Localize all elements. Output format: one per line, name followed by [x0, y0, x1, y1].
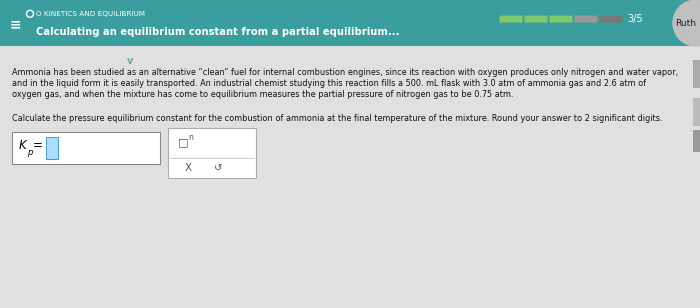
- FancyBboxPatch shape: [500, 16, 522, 22]
- Text: 3/5: 3/5: [627, 14, 643, 24]
- FancyBboxPatch shape: [575, 16, 598, 22]
- FancyBboxPatch shape: [524, 16, 547, 22]
- FancyBboxPatch shape: [46, 137, 58, 159]
- Text: p: p: [27, 148, 32, 157]
- Text: X: X: [184, 163, 192, 173]
- Text: ↺: ↺: [214, 163, 223, 173]
- Text: Calculating an equilibrium constant from a partial equilibrium...: Calculating an equilibrium constant from…: [36, 27, 400, 37]
- Text: n: n: [188, 132, 193, 141]
- Text: =: =: [33, 139, 43, 152]
- FancyBboxPatch shape: [0, 46, 700, 308]
- Text: ≡: ≡: [10, 17, 22, 31]
- Text: O KINETICS AND EQUILIBRIUM: O KINETICS AND EQUILIBRIUM: [36, 11, 145, 17]
- FancyBboxPatch shape: [12, 132, 160, 164]
- FancyBboxPatch shape: [693, 60, 700, 88]
- FancyBboxPatch shape: [693, 130, 700, 152]
- Text: oxygen gas, and when the mixture has come to equilibrium measures the partial pr: oxygen gas, and when the mixture has com…: [12, 90, 513, 99]
- FancyBboxPatch shape: [693, 98, 700, 126]
- FancyBboxPatch shape: [550, 16, 573, 22]
- Text: K: K: [19, 139, 27, 152]
- Text: Ammonia has been studied as an alternative “clean” fuel for internal combustion : Ammonia has been studied as an alternati…: [12, 68, 678, 77]
- Text: Ruth: Ruth: [675, 18, 696, 27]
- FancyBboxPatch shape: [0, 0, 700, 46]
- Text: and in the liquid form it is easily transported. An industrial chemist studying : and in the liquid form it is easily tran…: [12, 79, 646, 88]
- FancyBboxPatch shape: [599, 16, 622, 22]
- Text: v: v: [127, 56, 133, 66]
- Text: □: □: [178, 137, 188, 147]
- FancyBboxPatch shape: [168, 128, 256, 178]
- Circle shape: [673, 0, 700, 46]
- Text: Calculate the pressure equilibrium constant for the combustion of ammonia at the: Calculate the pressure equilibrium const…: [12, 114, 662, 123]
